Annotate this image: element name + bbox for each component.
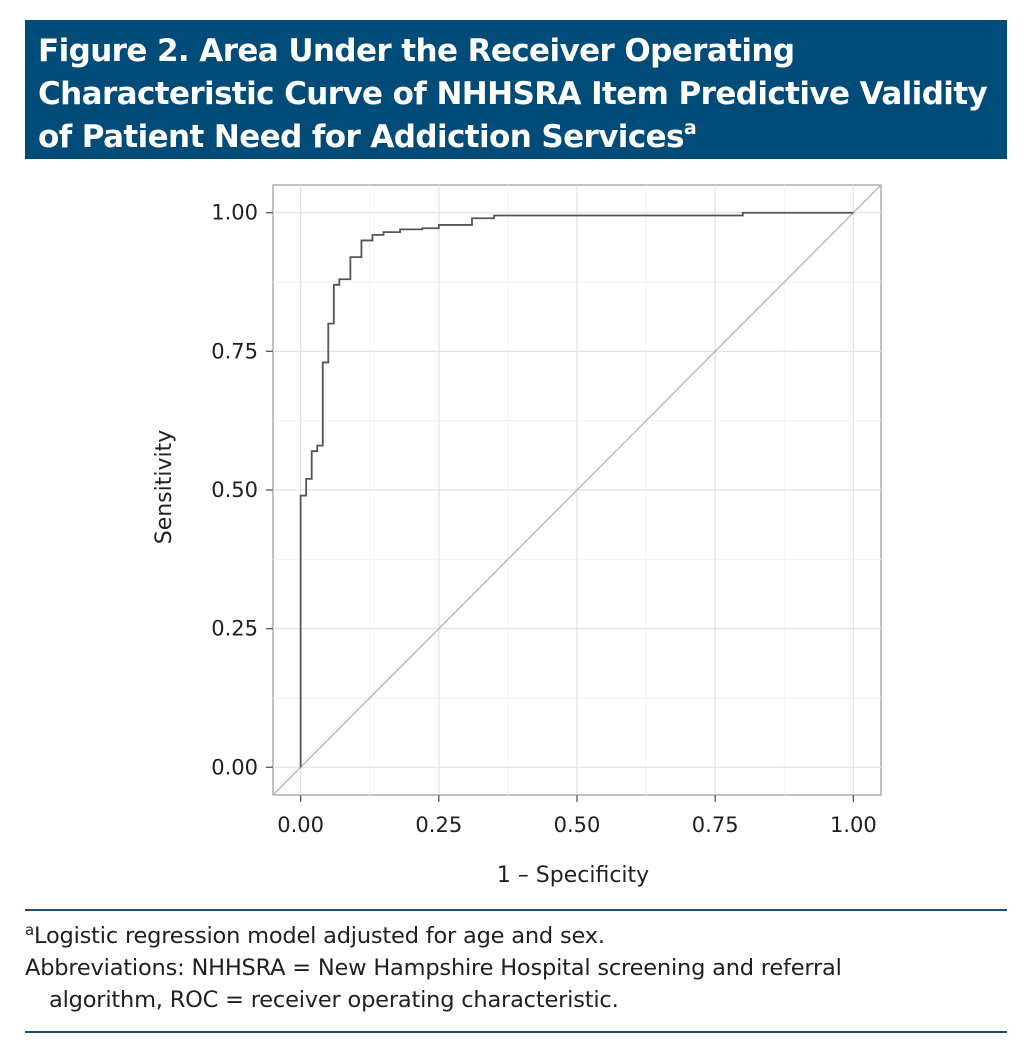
footnotes: aLogistic regression model adjusted for … <box>25 920 1007 1016</box>
footnote-a-text: Logistic regression model adjusted for a… <box>34 923 605 949</box>
reference-diagonal <box>272 184 882 796</box>
reference-line <box>272 184 882 796</box>
footnote-rule-bottom <box>25 1031 1007 1033</box>
y-axis-label: Sensitivity <box>152 430 177 545</box>
figure-header: Figure 2. Area Under the Receiver Operat… <box>25 20 1007 159</box>
x-tick-label: 0.00 <box>277 813 324 837</box>
x-axis-ticks: 0.00 0.25 0.50 0.75 1.00 <box>277 795 877 837</box>
abbreviations-line-2: algorithm, ROC = receiver operating char… <box>49 987 619 1013</box>
figure-title: Figure 2. Area Under the Receiver Operat… <box>38 30 993 159</box>
y-tick-label: 0.25 <box>211 617 258 641</box>
x-axis-label: 1 – Specificity <box>497 863 649 888</box>
y-axis-ticks: 0.00 0.25 0.50 0.75 1.00 <box>211 201 273 779</box>
plot-area <box>272 184 882 796</box>
x-tick-label: 0.50 <box>554 813 601 837</box>
title-footnote-marker: a <box>683 117 697 139</box>
y-tick-label: 1.00 <box>211 201 258 225</box>
footnote-rule-top <box>25 909 1007 911</box>
roc-step-line <box>299 211 854 768</box>
y-tick-label: 0.50 <box>211 478 258 502</box>
x-tick-label: 0.75 <box>692 813 739 837</box>
footnote-a: aLogistic regression model adjusted for … <box>25 920 1007 952</box>
figure-title-text: Figure 2. Area Under the Receiver Operat… <box>38 33 988 155</box>
roc-chart: 0.00 0.25 0.50 0.75 1.00 0.00 0.25 0.50 0.75 1.0… <box>152 184 882 888</box>
y-tick-label: 0.75 <box>211 339 258 363</box>
gridlines <box>273 185 881 795</box>
footnote-a-marker: a <box>25 921 34 939</box>
x-tick-label: 0.25 <box>415 813 462 837</box>
roc-curve <box>299 211 854 768</box>
y-tick-label: 0.00 <box>211 755 258 779</box>
x-tick-label: 1.00 <box>830 813 877 837</box>
abbreviations-line-1: Abbreviations: NHHSRA = New Hampshire Ho… <box>25 955 842 981</box>
